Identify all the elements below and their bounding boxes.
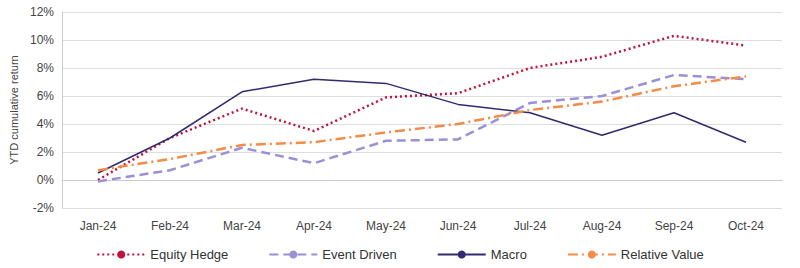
svg-text:12%: 12%	[30, 5, 54, 19]
svg-text:Oct-24: Oct-24	[728, 219, 764, 233]
svg-text:4%: 4%	[37, 117, 55, 131]
svg-text:10%: 10%	[30, 33, 54, 47]
svg-text:2%: 2%	[37, 145, 55, 159]
svg-text:Jun-24: Jun-24	[440, 219, 477, 233]
svg-text:May-24: May-24	[366, 219, 406, 233]
svg-text:Jul-24: Jul-24	[514, 219, 547, 233]
svg-text:Mar-24: Mar-24	[223, 219, 261, 233]
svg-text:6%: 6%	[37, 89, 55, 103]
svg-text:8%: 8%	[37, 61, 55, 75]
svg-text:Equity Hedge: Equity Hedge	[150, 247, 228, 262]
svg-text:0%: 0%	[37, 173, 55, 187]
svg-text:Relative Value: Relative Value	[621, 247, 704, 262]
svg-text:Feb-24: Feb-24	[151, 219, 189, 233]
svg-text:Aug-24: Aug-24	[583, 219, 622, 233]
svg-text:Sep-24: Sep-24	[655, 219, 694, 233]
svg-text:YTD cumulative return: YTD cumulative return	[8, 55, 20, 164]
svg-text:Event Driven: Event Driven	[322, 247, 396, 262]
svg-text:Apr-24: Apr-24	[296, 219, 332, 233]
svg-text:Macro: Macro	[491, 247, 527, 262]
svg-text:-2%: -2%	[33, 201, 55, 215]
svg-text:Jan-24: Jan-24	[80, 219, 117, 233]
